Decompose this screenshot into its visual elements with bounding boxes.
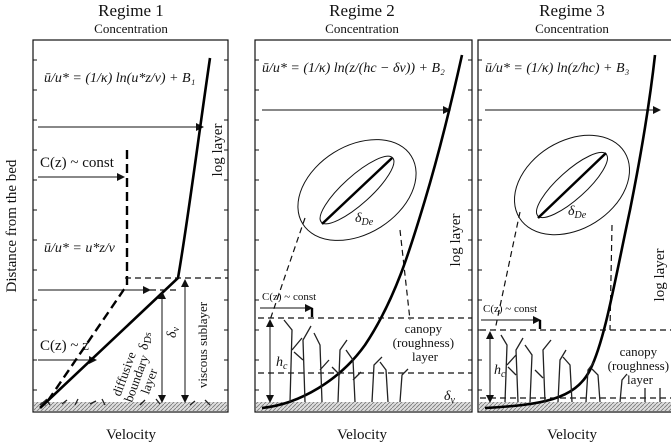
symbol-main: δ: [137, 343, 152, 350]
symbol: δv: [444, 389, 456, 406]
leaf: [537, 152, 607, 219]
panel-title: Regime 3: [539, 1, 605, 20]
symbol-sub: De: [574, 210, 587, 221]
x-axis-label: Velocity: [547, 427, 597, 443]
panel-title: Regime 1: [98, 1, 164, 20]
leaf: [321, 157, 393, 225]
symbol-sub: v: [171, 326, 182, 331]
label-line: layer: [627, 372, 654, 387]
symbol-sub: c: [283, 361, 288, 372]
ticks: [223, 59, 229, 391]
annotation: C(z) ~ z: [40, 338, 89, 354]
symbol-main: δ: [444, 389, 451, 404]
panel-frame: [32, 39, 229, 413]
symbol: δDs: [137, 332, 154, 350]
panel-regime-2: Regime 2 Concentration ū/u* = (1/κ) ln(z…: [254, 1, 473, 443]
symbol-sub: Ds: [143, 332, 154, 344]
y-axis-label: Distance from the bed: [4, 159, 20, 292]
panel-frame: [477, 39, 671, 413]
layer-label: canopy (roughness) layer: [608, 344, 671, 387]
symbol: δDe: [355, 211, 374, 228]
equation: ū/u* = (1/κ) ln(z/hc) + B₃: [485, 61, 630, 76]
zoom-ellipse: [297, 139, 417, 241]
canopy: [500, 334, 661, 403]
symbol-sub: v: [451, 395, 456, 406]
layer-label: viscous sublayer: [195, 301, 210, 388]
zoom-ellipse: [513, 134, 631, 236]
leaf-outline: [319, 155, 395, 225]
zoom-lines: [494, 211, 613, 331]
symbol: δv: [165, 326, 182, 338]
symbol-main: h: [494, 363, 501, 378]
panel-subtitle: Concentration: [535, 21, 609, 36]
panel-title: Regime 2: [329, 1, 395, 20]
bed: [256, 402, 471, 411]
x-axis-label: Velocity: [337, 427, 387, 443]
symbol-main: δ: [165, 331, 180, 338]
symbol: δDe: [568, 204, 587, 221]
label-line: (roughness): [608, 358, 669, 373]
symbol-sub: c: [501, 369, 506, 380]
bed: [479, 402, 671, 411]
ticks: [254, 59, 260, 391]
equation: ū/u* = (1/κ) ln(z/(hc − δv)) + B₂: [262, 61, 445, 76]
zoom-lines: [269, 217, 411, 321]
symbol-sub: De: [361, 217, 374, 228]
label-line: canopy: [620, 344, 658, 359]
bed: [34, 402, 227, 411]
panel-regime-1: Regime 1 Concentration ū/u* = (1/κ) ln(u…: [32, 1, 229, 443]
annotation: C(z) ~ const: [483, 303, 537, 315]
panel-frame: [254, 39, 473, 413]
velocity-profile: [39, 57, 212, 409]
panel-subtitle: Concentration: [94, 21, 168, 36]
x-axis-label: Velocity: [106, 427, 156, 443]
layer-label: log layer: [210, 124, 226, 177]
panel-regime-3: Regime 3 Concentration ū/u* = (1/κ) ln(z…: [477, 1, 671, 443]
annotation: C(z) ~ const: [262, 291, 316, 303]
symbol-main: δ: [355, 211, 362, 226]
panel-subtitle: Concentration: [325, 21, 399, 36]
symbol-main: h: [276, 355, 283, 370]
symbol-main: δ: [568, 204, 575, 219]
layer-label: log layer: [448, 214, 464, 267]
annotation: C(z) ~ const: [40, 155, 115, 171]
label-line: canopy: [405, 321, 443, 336]
ticks: [467, 59, 473, 391]
label-line: (roughness): [393, 335, 454, 350]
symbol: hc: [494, 363, 506, 380]
equation: ū/u* = u*z/ν: [44, 241, 116, 256]
concentration-profile: [44, 150, 129, 406]
label-line: layer: [412, 349, 439, 364]
equation: ū/u* = (1/κ) ln(u*z/ν) + B₁: [44, 71, 195, 86]
canopy: [283, 319, 409, 403]
layer-label: log layer: [652, 249, 668, 302]
symbol: hc: [276, 355, 288, 372]
layer-label: canopy (roughness) layer: [393, 321, 458, 364]
